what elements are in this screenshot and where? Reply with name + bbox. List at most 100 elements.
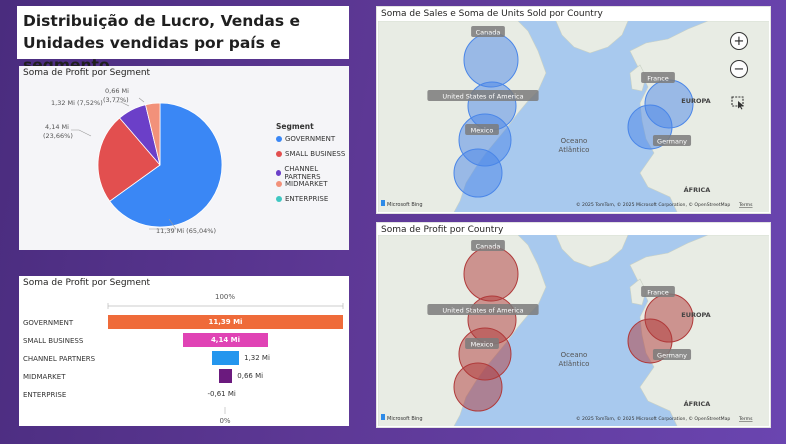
pie-chart-card[interactable]: Soma de Profit por Segment 11,39 Mi (65,… [19, 66, 349, 250]
slice-label-midmarket-percent: (3,77%) [103, 96, 129, 104]
funnel-axis-svg: 100% 0% [107, 293, 344, 425]
profit-label-canada: Canada [471, 240, 505, 251]
svg-text:France: France [647, 75, 669, 83]
profit-map[interactable]: Canada United States of America Mexico Fran… [378, 235, 769, 426]
sales-map-title: Soma de Sales e Soma de Units Sold por C… [381, 9, 603, 19]
svg-text:Microsoft Bing: Microsoft Bing [387, 202, 423, 208]
legend-label: MIDMARKET [285, 180, 328, 188]
profit-land-europe-africa [629, 235, 769, 426]
profit-land-greenland [555, 235, 629, 268]
svg-text:Mexico: Mexico [471, 341, 494, 349]
pie-chart-svg: 11,39 Mi (65,04%) 4,14 Mi (23,66%) 1,32 … [43, 87, 223, 235]
legend-dot-channel-partners [276, 170, 282, 176]
sales-label-france: France [641, 72, 675, 83]
legend-dot-enterprise [276, 196, 282, 202]
sales-land-uk [629, 64, 647, 92]
sales-africa-label: ÁFRICA [684, 185, 711, 194]
svg-text:Germany: Germany [657, 352, 687, 360]
pie-slices[interactable] [97, 102, 223, 228]
profit-bubble-mexico-south[interactable] [453, 362, 503, 412]
sales-ocean-label-2: Atlântico [559, 146, 590, 154]
funnel-chart-card[interactable]: Soma de Profit por Segment 100% 0% GOVER… [19, 276, 349, 426]
slice-label-channel-partners: 1,32 Mi (7,52%) [51, 99, 103, 107]
sales-label-germany: Germany [652, 135, 692, 146]
profit-bubble-canada[interactable] [463, 246, 519, 302]
zoom-out-button[interactable]: − [730, 60, 748, 78]
legend-label: CHANNEL PARTNERS [284, 165, 321, 181]
funnel-value-government: 11,39 Mi [208, 318, 243, 326]
select-tool-icon[interactable] [731, 95, 746, 110]
pie-chart-title: Soma de Profit por Segment [23, 68, 151, 78]
profit-attribution: © 2025 TomTom, © 2025 Microsoft Corporat… [576, 415, 730, 422]
pie-slice-small-business[interactable] [97, 117, 161, 202]
sales-label-usa: United States of America [427, 90, 539, 101]
funnel-top-label: 100% [215, 293, 235, 301]
profit-map-card[interactable]: Soma de Profit por Country Canada United … [376, 222, 771, 428]
funnel-label-government: GOVERNMENT [23, 319, 74, 327]
profit-terms-link[interactable]: Terms [738, 416, 753, 422]
profit-bing-logo-icon: Microsoft Bing [381, 414, 423, 422]
slice-label-small-business-value: 4,14 Mi [45, 123, 69, 131]
leader-line-government [149, 218, 177, 230]
legend-dot-small-business [276, 151, 282, 157]
legend-dot-midmarket [276, 181, 282, 187]
legend-label: SMALL BUSINESS [285, 150, 346, 158]
leader-line-small-business [71, 129, 92, 137]
pie-slice-government[interactable] [109, 102, 223, 228]
legend-item-small-business[interactable]: SMALL BUSINESS [276, 150, 345, 158]
profit-map-svg[interactable]: Canada United States of America Mexico Fran… [378, 235, 769, 426]
sales-bing-logo-icon: Microsoft Bing [381, 200, 423, 208]
sales-map-card[interactable]: Soma de Sales e Soma de Units Sold por C… [376, 6, 771, 214]
sales-map-svg[interactable]: Canada United States of America Mexico Fran… [378, 21, 769, 212]
funnel-value-small-business: 4,14 Mi [210, 336, 241, 344]
funnel-bar-small-business[interactable] [182, 333, 269, 347]
sales-attribution: © 2025 TomTom, © 2025 Microsoft Corporat… [576, 201, 730, 208]
sales-label-mexico: Mexico [465, 124, 499, 135]
profit-africa-label: ÁFRICA [684, 399, 711, 408]
legend-item-channel-partners[interactable]: CHANNEL PARTNERS [276, 165, 349, 181]
legend-item-midmarket[interactable]: MIDMARKET [276, 180, 327, 188]
svg-text:Canada: Canada [476, 243, 501, 251]
profit-europe-label: EUROPA [681, 311, 710, 319]
slice-label-government: 11,39 Mi (65,04%) [156, 227, 216, 235]
sales-bubble-mexico-south[interactable] [453, 148, 503, 198]
slice-label-midmarket-value: 0,66 Mi [105, 87, 129, 95]
funnel-label-channel-partners: CHANNEL PARTNERS [23, 355, 96, 363]
funnel-label-midmarket: MIDMARKET [23, 373, 66, 381]
funnel-label-enterprise: ENTERPRISE [23, 391, 67, 399]
funnel-bottom-label: 0% [219, 417, 230, 425]
funnel-value-enterprise: -0,61 Mi [207, 390, 236, 398]
svg-text:United States of America: United States of America [442, 307, 523, 315]
sales-bubble-canada[interactable] [463, 32, 519, 88]
funnel-value-channel-partners: 1,32 Mi [244, 354, 270, 362]
leader-line-channel-partners [115, 101, 130, 107]
legend-label: GOVERNMENT [285, 135, 336, 143]
funnel-bar-midmarket[interactable] [218, 369, 233, 383]
title-card: Distribuição de Lucro, Vendas e Unidades… [17, 6, 349, 74]
profit-label-usa: United States of America [427, 304, 539, 315]
svg-text:United States of America: United States of America [442, 93, 523, 101]
legend-label: ENTERPRISE [285, 195, 329, 203]
zoom-in-button[interactable]: + [730, 32, 748, 50]
funnel-bar-government[interactable] [108, 315, 343, 329]
pie-slice-midmarket[interactable] [145, 102, 161, 166]
sales-terms-link[interactable]: Terms [738, 202, 753, 208]
funnel-bar-channel-partners[interactable] [211, 351, 240, 365]
sales-map[interactable]: Canada United States of America Mexico Fran… [378, 21, 769, 212]
profit-label-mexico: Mexico [465, 338, 499, 349]
slice-label-small-business-percent: (23,66%) [43, 132, 73, 140]
svg-text:Microsoft Bing: Microsoft Bing [387, 416, 423, 422]
svg-text:France: France [647, 289, 669, 297]
svg-text:Canada: Canada [476, 29, 501, 37]
profit-label-germany: Germany [652, 349, 692, 360]
legend-item-government[interactable]: GOVERNMENT [276, 135, 335, 143]
legend-title: Segment [276, 122, 314, 131]
legend-item-enterprise[interactable]: ENTERPRISE [276, 195, 328, 203]
sales-land-greenland [555, 21, 629, 54]
profit-ocean-label-2: Atlântico [559, 360, 590, 368]
funnel-value-midmarket: 0,66 Mi [237, 372, 264, 380]
sales-label-canada: Canada [471, 26, 505, 37]
funnel-label-small-business: SMALL BUSINESS [23, 337, 84, 345]
sales-ocean-label-1: Oceano [561, 137, 588, 145]
svg-text:Mexico: Mexico [471, 127, 494, 135]
